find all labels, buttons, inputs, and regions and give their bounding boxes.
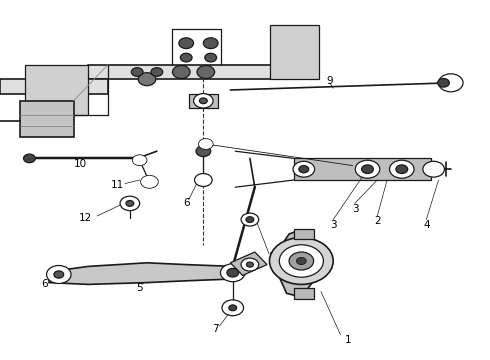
Circle shape bbox=[390, 160, 414, 178]
Text: 6: 6 bbox=[183, 198, 190, 208]
Circle shape bbox=[180, 53, 192, 62]
Circle shape bbox=[289, 252, 314, 270]
Polygon shape bbox=[189, 94, 218, 108]
Text: 8: 8 bbox=[269, 252, 275, 262]
Circle shape bbox=[151, 68, 163, 76]
Circle shape bbox=[246, 217, 254, 222]
Circle shape bbox=[126, 201, 134, 206]
Circle shape bbox=[195, 174, 212, 186]
Circle shape bbox=[241, 258, 259, 271]
Circle shape bbox=[227, 269, 239, 277]
Text: 9: 9 bbox=[326, 76, 333, 86]
Polygon shape bbox=[88, 65, 304, 79]
Circle shape bbox=[396, 165, 408, 174]
Text: 6: 6 bbox=[41, 279, 48, 289]
Circle shape bbox=[203, 38, 218, 49]
Circle shape bbox=[229, 305, 237, 311]
Text: 5: 5 bbox=[136, 283, 143, 293]
Polygon shape bbox=[20, 101, 74, 137]
Polygon shape bbox=[270, 25, 318, 79]
Circle shape bbox=[141, 175, 158, 188]
Circle shape bbox=[222, 300, 244, 316]
Polygon shape bbox=[24, 65, 88, 115]
Circle shape bbox=[246, 262, 253, 267]
Text: 3: 3 bbox=[352, 204, 359, 214]
Text: 7: 7 bbox=[212, 324, 219, 334]
Text: 11: 11 bbox=[111, 180, 124, 190]
Circle shape bbox=[362, 165, 373, 174]
Polygon shape bbox=[230, 252, 267, 275]
Circle shape bbox=[131, 68, 143, 76]
Circle shape bbox=[199, 98, 207, 104]
Circle shape bbox=[24, 154, 35, 163]
Circle shape bbox=[138, 73, 156, 86]
Text: 12: 12 bbox=[79, 213, 93, 223]
Polygon shape bbox=[49, 263, 233, 284]
Text: 10: 10 bbox=[74, 159, 87, 169]
Circle shape bbox=[279, 245, 323, 277]
Circle shape bbox=[120, 196, 140, 211]
Polygon shape bbox=[277, 230, 318, 297]
Circle shape bbox=[194, 94, 213, 108]
Text: 4: 4 bbox=[423, 220, 430, 230]
Circle shape bbox=[423, 161, 444, 177]
Circle shape bbox=[438, 78, 449, 87]
Polygon shape bbox=[0, 79, 108, 94]
Circle shape bbox=[132, 155, 147, 166]
Polygon shape bbox=[294, 158, 431, 180]
Circle shape bbox=[197, 66, 215, 78]
Circle shape bbox=[54, 271, 64, 278]
Text: 2: 2 bbox=[374, 216, 381, 226]
Polygon shape bbox=[294, 229, 314, 239]
Circle shape bbox=[241, 213, 259, 226]
Circle shape bbox=[172, 66, 190, 78]
Circle shape bbox=[299, 166, 309, 173]
Circle shape bbox=[355, 160, 380, 178]
Circle shape bbox=[198, 139, 213, 149]
Polygon shape bbox=[294, 288, 314, 299]
Text: 3: 3 bbox=[330, 220, 337, 230]
Circle shape bbox=[47, 266, 71, 284]
Circle shape bbox=[439, 74, 463, 92]
Circle shape bbox=[293, 161, 315, 177]
Circle shape bbox=[196, 146, 211, 157]
Circle shape bbox=[205, 53, 217, 62]
Circle shape bbox=[220, 264, 245, 282]
Text: 1: 1 bbox=[344, 335, 351, 345]
Circle shape bbox=[296, 257, 306, 265]
Circle shape bbox=[270, 238, 333, 284]
Circle shape bbox=[179, 38, 194, 49]
